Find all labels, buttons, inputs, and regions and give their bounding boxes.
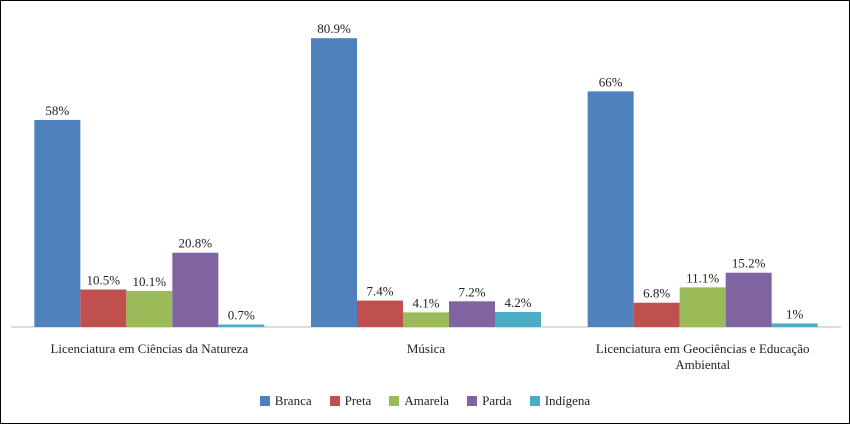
bar bbox=[34, 119, 81, 327]
data-label: 11.1% bbox=[686, 270, 719, 285]
data-label: 66% bbox=[599, 74, 623, 89]
legend: Branca Preta Amarela Parda Indígena bbox=[1, 393, 849, 409]
bar bbox=[449, 301, 495, 327]
data-label: 80.9% bbox=[317, 21, 351, 36]
data-label: 6.8% bbox=[643, 286, 670, 301]
x-tick-label: Licenciatura em Ciências da Natureza bbox=[50, 341, 249, 356]
legend-label: Parda bbox=[482, 393, 512, 408]
legend-item: Branca bbox=[259, 393, 312, 409]
legend-label: Branca bbox=[274, 393, 312, 408]
legend-item: Indígena bbox=[529, 393, 591, 409]
data-label: 58% bbox=[45, 103, 69, 118]
data-label: 4.1% bbox=[412, 295, 439, 310]
legend-swatch bbox=[529, 396, 540, 406]
legend-label: Amarela bbox=[404, 393, 450, 408]
bar bbox=[679, 287, 726, 327]
legend-swatch bbox=[329, 396, 340, 406]
bar bbox=[126, 290, 173, 327]
bar bbox=[495, 312, 541, 327]
legend-swatch bbox=[259, 396, 270, 406]
data-label: 7.2% bbox=[458, 284, 485, 299]
data-label: 15.2% bbox=[732, 256, 766, 271]
bar bbox=[403, 312, 449, 327]
legend-swatch bbox=[389, 396, 400, 406]
legend-swatch bbox=[467, 396, 478, 406]
data-label: 4.2% bbox=[504, 295, 531, 310]
x-tick-label: Música bbox=[406, 341, 446, 356]
bar bbox=[311, 38, 357, 327]
data-label: 20.8% bbox=[179, 236, 213, 251]
legend-item: Preta bbox=[329, 393, 372, 409]
bar bbox=[725, 272, 772, 327]
legend-label: Indígena bbox=[544, 393, 591, 408]
legend-label: Preta bbox=[344, 393, 372, 408]
data-label: 0.7% bbox=[228, 308, 255, 323]
bar bbox=[80, 289, 127, 327]
legend-item: Amarela bbox=[389, 393, 449, 409]
data-label: 10.5% bbox=[87, 273, 121, 288]
bar bbox=[172, 252, 219, 327]
bar bbox=[218, 324, 265, 327]
bar bbox=[357, 300, 403, 327]
data-label: 10.1% bbox=[133, 274, 167, 289]
bar bbox=[633, 302, 680, 327]
x-tick-label: Licenciatura em Geociências e Educação A… bbox=[595, 341, 810, 372]
legend-item: Parda bbox=[467, 393, 512, 409]
data-label: 1% bbox=[786, 306, 804, 321]
bar bbox=[771, 323, 818, 327]
bar bbox=[587, 91, 634, 327]
data-label: 7.4% bbox=[366, 284, 393, 299]
